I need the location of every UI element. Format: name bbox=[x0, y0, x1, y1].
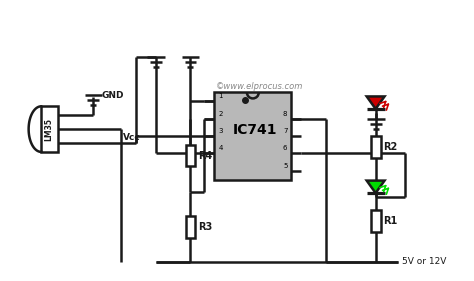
Bar bbox=[185, 145, 195, 166]
Text: R1: R1 bbox=[383, 216, 398, 226]
Text: 1: 1 bbox=[218, 93, 223, 99]
Text: 2: 2 bbox=[218, 111, 223, 117]
Text: LM35: LM35 bbox=[45, 118, 54, 140]
Text: 8: 8 bbox=[283, 111, 288, 117]
Text: 5V or 12V: 5V or 12V bbox=[402, 257, 447, 266]
Bar bbox=[41, 106, 58, 152]
Text: R4: R4 bbox=[199, 151, 213, 160]
Polygon shape bbox=[367, 181, 384, 193]
Text: 6: 6 bbox=[283, 146, 288, 151]
Text: R2: R2 bbox=[383, 142, 398, 152]
Polygon shape bbox=[367, 96, 384, 109]
Text: 5: 5 bbox=[283, 163, 288, 169]
Bar bbox=[371, 210, 381, 232]
Text: ©www.elprocus.com: ©www.elprocus.com bbox=[216, 82, 303, 91]
Text: 7: 7 bbox=[283, 128, 288, 134]
Text: Vcc: Vcc bbox=[123, 133, 141, 142]
Text: R3: R3 bbox=[199, 222, 213, 232]
Bar bbox=[371, 136, 381, 158]
Bar bbox=[185, 216, 195, 238]
Text: IC741: IC741 bbox=[233, 123, 277, 137]
Text: GND: GND bbox=[101, 91, 124, 100]
Bar bbox=[214, 92, 292, 180]
Text: 3: 3 bbox=[218, 128, 223, 134]
Text: 4: 4 bbox=[218, 146, 223, 151]
